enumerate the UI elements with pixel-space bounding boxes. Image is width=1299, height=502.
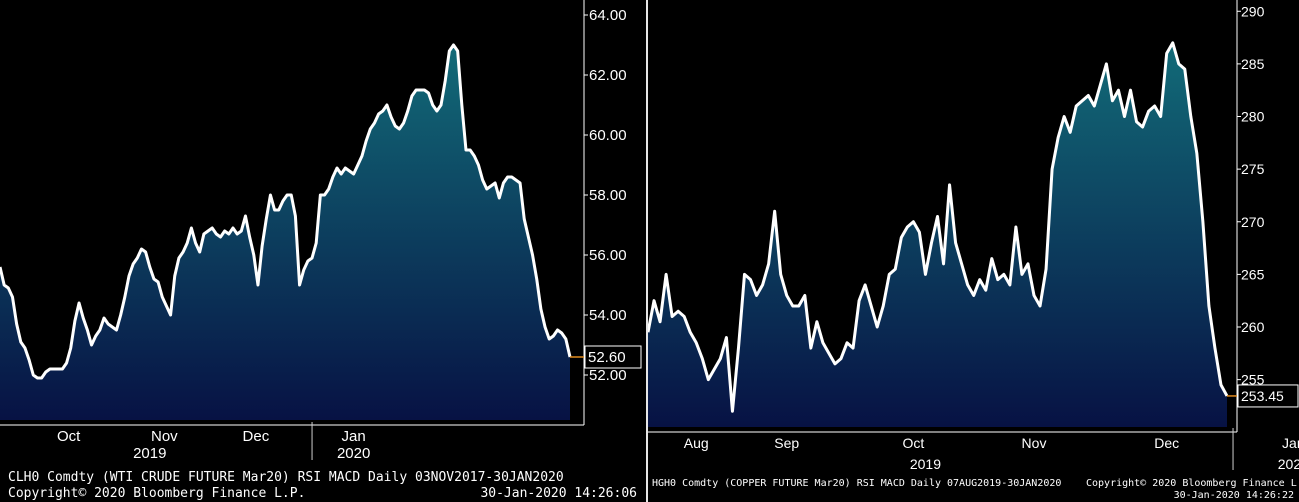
wti-crude-chart: 52.00 54.00 56.00 58.00 60.00 62.00 64.00 52.60… bbox=[0, 0, 646, 502]
wti-x-month-label: Nov bbox=[151, 428, 178, 445]
copper-x-month-label: Dec bbox=[1154, 435, 1179, 451]
copper-price-line bbox=[648, 41, 1229, 413]
wti-price-line bbox=[0, 43, 572, 380]
copper-y-tick-label: 290 bbox=[1241, 3, 1265, 19]
wti-y-tick-label: 62.00 bbox=[589, 67, 627, 84]
copper-x-month-label: Oct bbox=[902, 435, 924, 451]
wti-footer-ticker: CLH0 Comdty (WTI CRUDE FUTURE Mar20) RSI… bbox=[8, 470, 564, 485]
copper-footer-ticker: HGH0 Comdty (COPPER FUTURE Mar20) RSI MA… bbox=[652, 478, 1061, 489]
wti-x-year-label: 2019 bbox=[133, 445, 166, 462]
wti-last-value-box bbox=[584, 345, 642, 369]
copper-last-value-label: 253.45 bbox=[1241, 388, 1284, 404]
copper-x-year-label: 2020 bbox=[1278, 456, 1299, 472]
copper-x-month-label: Nov bbox=[1022, 435, 1047, 451]
copper-footer-timestamp: 30-Jan-2020 14:26:22 bbox=[1174, 490, 1294, 501]
wti-y-tick-label: 52.00 bbox=[589, 367, 627, 384]
copper-y-tick-label: 285 bbox=[1241, 56, 1265, 72]
copper-y-tick-label: 260 bbox=[1241, 319, 1265, 335]
copper-x-year-label: 2019 bbox=[910, 456, 941, 472]
wti-y-tick-label: 58.00 bbox=[589, 187, 627, 204]
wti-y-tick-label: 64.00 bbox=[589, 7, 627, 24]
copper-last-value-box bbox=[1237, 384, 1299, 408]
copper-y-tick-label: 255 bbox=[1241, 372, 1265, 388]
copper-y-tick-label: 265 bbox=[1241, 266, 1265, 282]
copper-y-tick-label: 275 bbox=[1241, 161, 1265, 177]
wti-x-month-label: Dec bbox=[243, 428, 270, 445]
wti-footer-copyright: Copyright© 2020 Bloomberg Finance L.P. bbox=[8, 486, 305, 501]
copper-y-tick-label: 280 bbox=[1241, 109, 1265, 125]
copper-area-fill bbox=[648, 42, 1227, 428]
wti-x-month-label: Jan bbox=[342, 428, 366, 445]
copper-chart: 255 260 265 270 275 280 285 290 253.45 Aug Sep Oct N… bbox=[648, 0, 1299, 502]
wti-y-tick-label: 60.00 bbox=[589, 127, 627, 144]
panel-divider bbox=[646, 0, 648, 502]
wti-y-tick-label: 54.00 bbox=[589, 307, 627, 324]
wti-footer-timestamp: 30-Jan-2020 14:26:06 bbox=[480, 486, 637, 501]
wti-area-fill bbox=[0, 45, 570, 420]
wti-x-year-label: 2020 bbox=[337, 445, 370, 462]
wti-y-tick-label: 56.00 bbox=[589, 247, 627, 264]
copper-footer-copyright: Copyright© 2020 Bloomberg Finance L.P. bbox=[1086, 478, 1299, 489]
copper-y-tick-label: 270 bbox=[1241, 214, 1265, 230]
copper-x-month-label: Sep bbox=[774, 435, 799, 451]
wti-last-value-label: 52.60 bbox=[588, 349, 626, 366]
copper-x-month-label: Aug bbox=[684, 435, 709, 451]
copper-chart-svg: 255 260 265 270 275 280 285 290 253.45 Aug Sep Oct N… bbox=[648, 0, 1299, 501]
wti-chart-svg: 52.00 54.00 56.00 58.00 60.00 62.00 64.00 52.60… bbox=[0, 0, 642, 501]
copper-x-month-label: Jan bbox=[1282, 435, 1299, 451]
wti-x-month-label: Oct bbox=[57, 428, 81, 445]
